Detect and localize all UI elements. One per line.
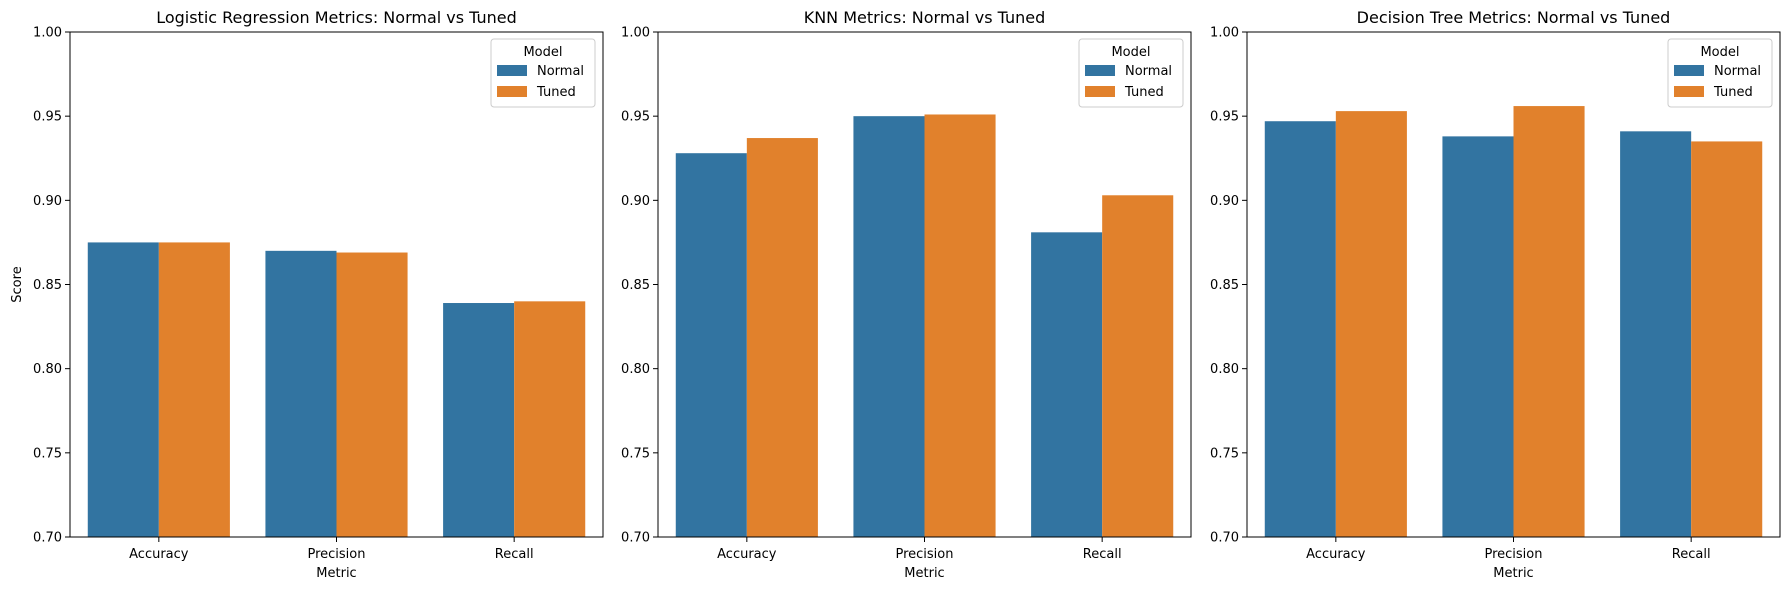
x-tick-label: Recall xyxy=(1672,547,1711,562)
y-tick-label: 0.85 xyxy=(621,278,650,293)
y-tick-label: 0.95 xyxy=(1210,110,1239,125)
legend-label-normal: Normal xyxy=(1714,64,1761,79)
legend-swatch-tuned xyxy=(497,86,527,97)
bar-normal-accuracy xyxy=(1264,121,1336,537)
bar-normal-accuracy xyxy=(87,242,159,538)
y-axis-label: Score xyxy=(10,266,25,302)
bar-normal-precision xyxy=(853,116,925,538)
x-tick-label: Recall xyxy=(495,547,534,562)
bar-tuned-accuracy xyxy=(746,138,818,538)
bar-normal-recall xyxy=(443,303,515,537)
y-tick-label: 0.75 xyxy=(621,446,650,461)
y-tick-label: 0.80 xyxy=(621,362,650,377)
legend: Model Normal Tuned xyxy=(490,38,596,108)
bar-tuned-accuracy xyxy=(1335,111,1407,538)
legend-swatch-tuned xyxy=(1674,86,1704,97)
y-tick-label: 0.70 xyxy=(33,531,62,546)
y-tick-label: 0.85 xyxy=(33,278,62,293)
bar-tuned-accuracy xyxy=(158,242,230,538)
chart-title: KNN Metrics: Normal vs Tuned xyxy=(804,8,1046,27)
x-axis-label: Metric xyxy=(316,566,356,581)
y-tick-label: 0.70 xyxy=(621,531,650,546)
legend: Model Normal Tuned xyxy=(1078,38,1184,108)
y-tick-label: 0.70 xyxy=(1210,531,1239,546)
legend-title: Model xyxy=(523,45,562,60)
legend-title: Model xyxy=(1111,45,1150,60)
bar-tuned-precision xyxy=(336,252,408,537)
chart-title: Logistic Regression Metrics: Normal vs T… xyxy=(156,8,517,27)
legend-label-tuned: Tuned xyxy=(1124,85,1164,100)
x-tick-label: Accuracy xyxy=(1306,547,1366,562)
x-tick-label: Precision xyxy=(895,547,953,562)
chart-title: Decision Tree Metrics: Normal vs Tuned xyxy=(1357,8,1671,27)
bar-normal-precision xyxy=(1442,136,1514,537)
y-tick-label: 0.90 xyxy=(621,194,650,209)
legend: Model Normal Tuned xyxy=(1667,38,1773,108)
bar-tuned-precision xyxy=(1513,106,1585,537)
legend-label-normal: Normal xyxy=(537,64,584,79)
y-tick-label: 0.95 xyxy=(621,110,650,125)
x-axis-label: Metric xyxy=(1493,566,1533,581)
y-tick-label: 1.00 xyxy=(33,26,62,41)
x-tick-label: Precision xyxy=(1484,547,1542,562)
legend-label-tuned: Tuned xyxy=(1713,85,1753,100)
legend-swatch-normal xyxy=(1674,65,1704,76)
legend-swatch-tuned xyxy=(1085,86,1115,97)
legend-label-tuned: Tuned xyxy=(536,85,576,100)
x-axis-label: Metric xyxy=(904,566,944,581)
bar-tuned-recall xyxy=(1691,141,1763,538)
bar-tuned-recall xyxy=(514,301,586,537)
legend-swatch-normal xyxy=(1085,65,1115,76)
x-tick-label: Precision xyxy=(307,547,365,562)
y-tick-label: 0.80 xyxy=(33,362,62,377)
y-tick-label: 0.75 xyxy=(1210,446,1239,461)
x-tick-label: Accuracy xyxy=(129,547,189,562)
bar-normal-precision xyxy=(265,250,337,537)
chart-panel-2: 0.70 0.75 0.80 0.85 0.90 0.95 1.00 Accuracy Prec… xyxy=(621,8,1192,581)
chart-panel-3: 0.70 0.75 0.80 0.85 0.90 0.95 1.00 Accuracy Prec… xyxy=(1210,8,1781,581)
x-tick-label: Recall xyxy=(1083,547,1122,562)
y-tick-label: 0.80 xyxy=(1210,362,1239,377)
legend-swatch-normal xyxy=(497,65,527,76)
legend-title: Model xyxy=(1700,45,1739,60)
y-tick-label: 0.95 xyxy=(33,110,62,125)
y-tick-label: 1.00 xyxy=(1210,26,1239,41)
bar-normal-recall xyxy=(1031,232,1103,537)
y-tick-label: 0.90 xyxy=(1210,194,1239,209)
bar-normal-accuracy xyxy=(675,153,747,537)
y-tick-label: 0.85 xyxy=(1210,278,1239,293)
bar-tuned-precision xyxy=(924,114,996,537)
legend-label-normal: Normal xyxy=(1125,64,1172,79)
x-tick-label: Accuracy xyxy=(717,547,777,562)
chart-panel-1: 0.70 0.75 0.80 0.85 0.90 0.95 1.00 Accuracy Prec… xyxy=(10,8,604,581)
y-tick-label: 1.00 xyxy=(621,26,650,41)
y-tick-label: 0.75 xyxy=(33,446,62,461)
bar-normal-recall xyxy=(1620,131,1692,537)
bar-tuned-recall xyxy=(1102,195,1174,537)
y-tick-label: 0.90 xyxy=(33,194,62,209)
